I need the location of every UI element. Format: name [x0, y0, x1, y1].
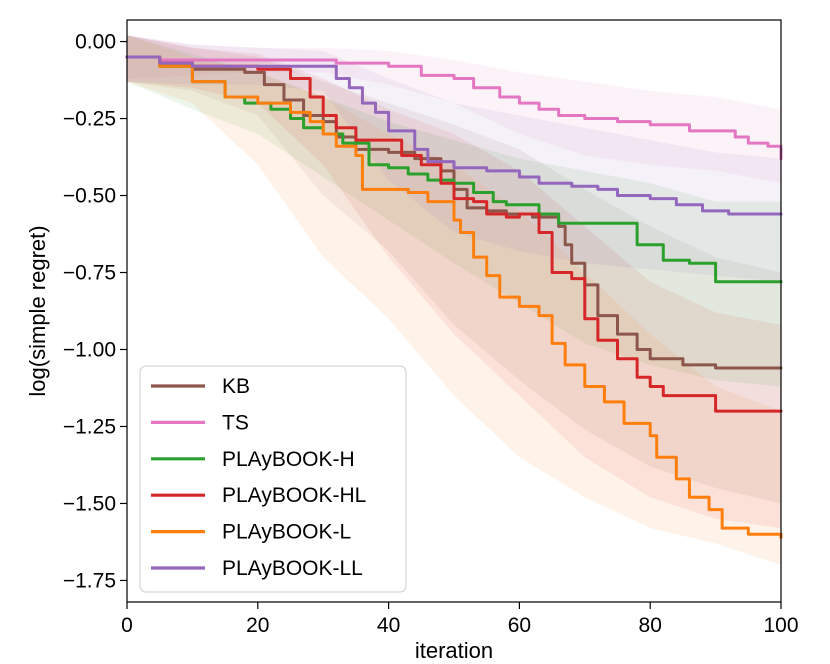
legend-label-ts: TS — [222, 411, 249, 434]
legend-label-playbook-hl: PLAyBOOK-HL — [222, 484, 366, 507]
x-tick-label: 80 — [639, 614, 662, 637]
band-playbook-l — [127, 35, 781, 566]
y-tick-label: −0.25 — [63, 108, 116, 131]
y-tick-label: −0.50 — [63, 185, 116, 208]
legend: KB TS PLAyBOOK-H PLAyBOOK-HL PLAyBOOK-L PLAyB… — [139, 365, 407, 593]
y-tick-label: −1.75 — [63, 569, 116, 592]
series-line-playbook-ll — [125, 55, 783, 216]
legend-label-playbook-ll: PLAyBOOK-LL — [222, 557, 363, 580]
legend-label-playbook-l: PLAyBOOK-L — [222, 521, 351, 544]
band-kb — [127, 35, 781, 504]
band-playbook-ll — [127, 35, 781, 282]
y-axis-ticks: 0.00 −0.25 −0.50 −0.75 −1.00 −1.25 −1.50 −1.75 — [63, 31, 127, 592]
band-ts — [127, 35, 781, 184]
series-line-ts — [125, 55, 783, 161]
x-tick-label: 100 — [763, 614, 798, 637]
series-line-playbook-h — [125, 55, 783, 284]
x-axis-label: iteration — [415, 638, 493, 663]
band-playbook-hl — [127, 35, 781, 529]
x-tick-label: 0 — [121, 614, 133, 637]
plot-area-frame — [126, 19, 782, 603]
x-axis-ticks: 0 20 40 60 80 100 — [121, 602, 799, 637]
legend-frame — [139, 365, 407, 593]
legend-label-playbook-h: PLAyBOOK-H — [222, 448, 355, 471]
series-line-playbook-l — [125, 55, 783, 539]
y-tick-label: −1.00 — [63, 338, 116, 361]
confidence-bands — [127, 35, 781, 566]
x-tick-label: 20 — [246, 614, 269, 637]
y-axis-label: log(simple regret) — [25, 225, 50, 396]
series-line-playbook-hl — [125, 55, 783, 413]
y-tick-label: −0.75 — [63, 262, 116, 285]
legend-label-kb: KB — [222, 375, 250, 398]
y-tick-label: −1.50 — [63, 492, 116, 515]
x-tick-label: 40 — [377, 614, 400, 637]
x-tick-label: 60 — [508, 614, 531, 637]
series-lines — [125, 55, 783, 539]
y-tick-label: 0.00 — [75, 31, 116, 54]
y-tick-label: −1.25 — [63, 415, 116, 438]
